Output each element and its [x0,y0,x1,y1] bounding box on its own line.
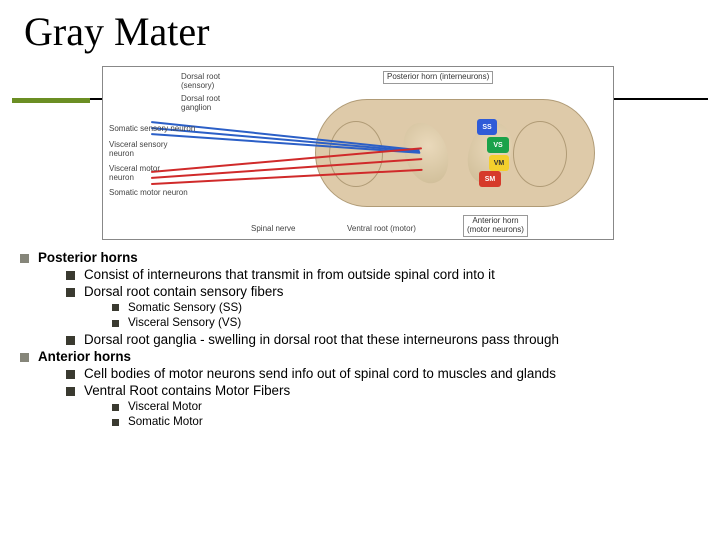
outline-content: Posterior horns Consist of interneurons … [20,250,700,431]
bullet-icon [66,370,75,379]
bullet-icon [66,387,75,396]
label-spinal-nerve: Spinal nerve [251,225,295,234]
region-sm: SM [479,171,501,187]
list-item: Visceral Sensory (VS) [112,316,700,330]
heading-posterior: Posterior horns [38,250,138,265]
item-text: Somatic Sensory (SS) [128,301,242,314]
region-vs: VS [487,137,509,153]
bullet-icon [112,304,119,311]
list-item: Posterior horns Consist of interneurons … [20,250,700,348]
gray-wing-left [396,117,455,189]
heading-anterior: Anterior horns [38,349,131,364]
bullet-icon [66,336,75,345]
item-text: Cell bodies of motor neurons send info o… [84,366,556,381]
page-title: Gray Mater [0,0,720,55]
label-som-sens: Somatic sensory neuron [109,125,195,134]
item-text: Somatic Motor [128,415,203,428]
list-item: Dorsal root contain sensory fibers Somat… [66,284,700,330]
bullet-icon [112,419,119,426]
region-ss: SS [477,119,497,135]
bullet-icon [112,404,119,411]
list-item: Somatic Motor [112,415,700,429]
item-text: Visceral Motor [128,400,202,413]
label-visc-motor: Visceral motor neuron [109,165,160,183]
list-item: Ventral Root contains Motor Fibers Visce… [66,383,700,429]
list-item: Somatic Sensory (SS) [112,301,700,315]
label-som-motor: Somatic motor neuron [109,189,188,198]
list-item: Consist of interneurons that transmit in… [66,267,700,284]
bullet-icon [66,271,75,280]
bullet-icon [66,288,75,297]
label-dorsal-root: Dorsal root (sensory) [181,73,220,91]
divider-accent [12,98,90,103]
item-text: Dorsal root ganglia - swelling in dorsal… [84,332,559,347]
item-text: Dorsal root contain sensory fibers [84,284,283,299]
item-text: Consist of interneurons that transmit in… [84,267,495,282]
label-visc-sens: Visceral sensory neuron [109,141,168,159]
label-anterior-horn: Anterior horn (motor neurons) [463,215,528,237]
spinal-cord-diagram: SS VS VM SM Dorsal root (sensory) Dorsal… [102,66,614,240]
label-ventral-root: Ventral root (motor) [347,225,416,234]
label-dorsal-ganglion: Dorsal root ganglion [181,95,220,113]
bullet-icon [20,353,29,362]
list-item: Cell bodies of motor neurons send info o… [66,366,700,383]
cord-bulge-right [513,121,567,187]
list-item: Visceral Motor [112,400,700,414]
item-text: Visceral Sensory (VS) [128,316,241,329]
label-posterior-horn: Posterior horn (interneurons) [383,71,493,84]
list-item: Anterior horns Cell bodies of motor neur… [20,349,700,430]
bullet-icon [112,320,119,327]
region-vm: VM [489,155,509,171]
item-text: Ventral Root contains Motor Fibers [84,383,290,398]
list-item: Dorsal root ganglia - swelling in dorsal… [66,332,700,349]
bullet-icon [20,254,29,263]
